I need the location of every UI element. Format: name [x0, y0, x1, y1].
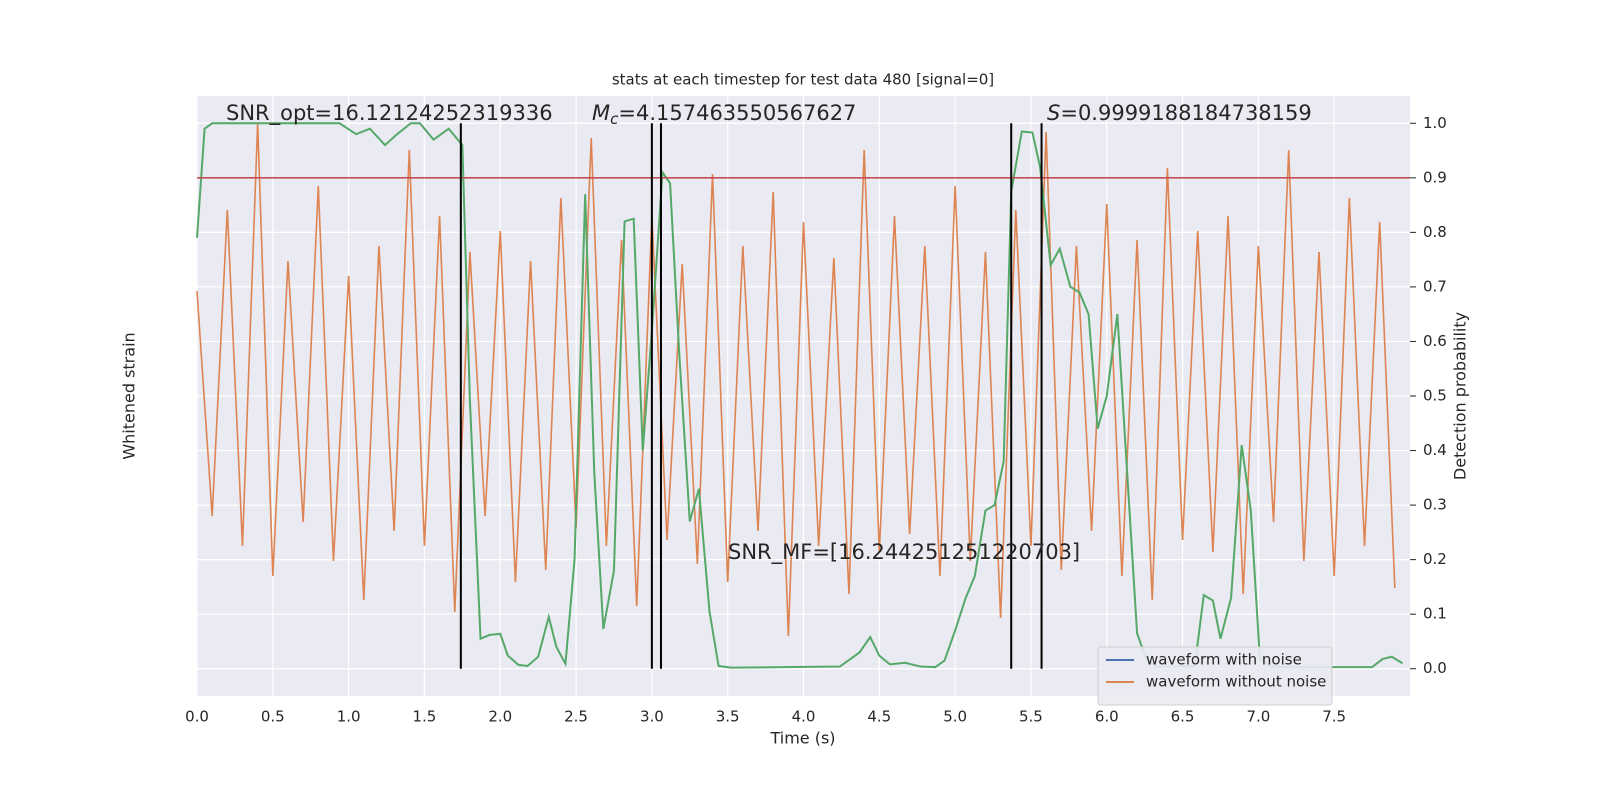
annotation: SNR_opt=16.12124252319336	[226, 101, 553, 126]
y2-tick-label: 0.3	[1423, 496, 1447, 514]
y-axis-label: Whitened strain	[120, 332, 139, 459]
x-tick-label: 5.5	[1019, 708, 1043, 726]
annotation-symbol: S	[1047, 101, 1060, 125]
x-tick-label: 1.5	[413, 708, 437, 726]
annotation-symbol: M	[592, 101, 610, 125]
y2-tick-label: 0.7	[1423, 277, 1447, 295]
x-tick-label: 0.5	[261, 708, 285, 726]
y2-tick-label: 1.0	[1423, 114, 1447, 132]
annotation: S=0.9999188184738159	[1047, 101, 1312, 125]
annotation-text: =0.9999188184738159	[1060, 101, 1311, 125]
x-tick-label: 6.5	[1171, 708, 1195, 726]
data-line	[196, 122, 1396, 637]
x-tick-label: 2.5	[564, 708, 588, 726]
y2-tick-label: 0.6	[1423, 332, 1447, 350]
annotation-text: SNR_MF=[16.244251251220703]	[728, 540, 1080, 565]
x-axis-label: Time (s)	[769, 729, 835, 748]
x-tick-label: 4.5	[867, 708, 891, 726]
y2-tick-label: 0.1	[1423, 605, 1447, 623]
x-tick-label: 3.0	[640, 708, 664, 726]
annotation: Mc=4.157463550567627	[592, 101, 856, 128]
annotation-text: SNR_opt=16.12124252319336	[226, 101, 553, 126]
y2-tick-label: 0.5	[1423, 387, 1447, 405]
legend-label: waveform with noise	[1146, 651, 1302, 669]
x-tick-label: 7.0	[1246, 708, 1270, 726]
y2-axis-label: Detection probability	[1451, 312, 1470, 480]
y2-tick-label: 0.4	[1423, 441, 1447, 459]
x-tick-label: 1.0	[337, 708, 361, 726]
y2-tick-label: 0.2	[1423, 550, 1447, 568]
y2-tick-label: 0.8	[1423, 223, 1447, 241]
annotation-subscript: c	[610, 110, 619, 128]
x-tick-label: 2.0	[488, 708, 512, 726]
y2-tick-label: 0.9	[1423, 168, 1447, 186]
x-tick-label: 3.5	[716, 708, 740, 726]
annotation: SNR_MF=[16.244251251220703]	[728, 540, 1080, 565]
x-tick-label: 5.0	[943, 708, 967, 726]
legend-box	[1097, 646, 1333, 706]
x-tick-label: 7.5	[1322, 708, 1346, 726]
annotation-text: =4.157463550567627	[618, 101, 856, 125]
y2-tick-label: 0.0	[1423, 659, 1447, 677]
x-tick-label: 4.0	[792, 708, 816, 726]
chart-title: stats at each timestep for test data 480…	[612, 71, 994, 89]
x-tick-label: 6.0	[1095, 708, 1119, 726]
x-tick-label: 0.0	[185, 708, 209, 726]
legend-label: waveform without noise	[1146, 673, 1326, 691]
